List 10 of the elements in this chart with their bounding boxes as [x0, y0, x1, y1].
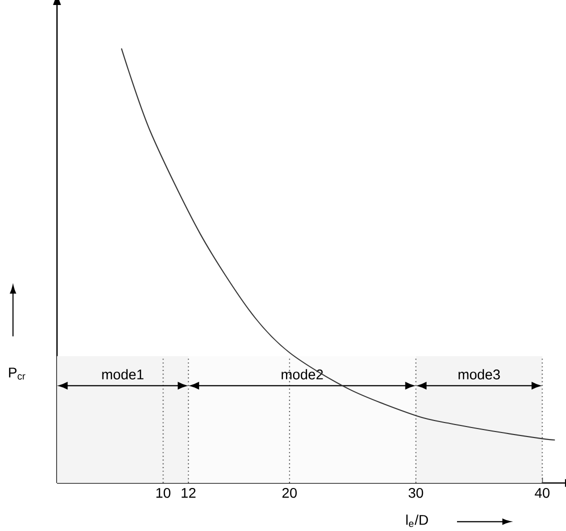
- x-tick-label: 30: [408, 488, 424, 498]
- x-tick-label: 10: [156, 488, 170, 498]
- x-tick-label: 12: [182, 488, 196, 498]
- band-label: mode3: [458, 369, 500, 380]
- band-label: mode2: [282, 369, 323, 380]
- y-axis-title: P$_{cr}$: [9, 368, 26, 380]
- x-tick-label: 40: [534, 488, 550, 498]
- x-tick-label: 20: [282, 488, 297, 498]
- x-axis-title: l$_{e}$/D: [406, 514, 428, 528]
- band-label: mode1: [102, 369, 144, 380]
